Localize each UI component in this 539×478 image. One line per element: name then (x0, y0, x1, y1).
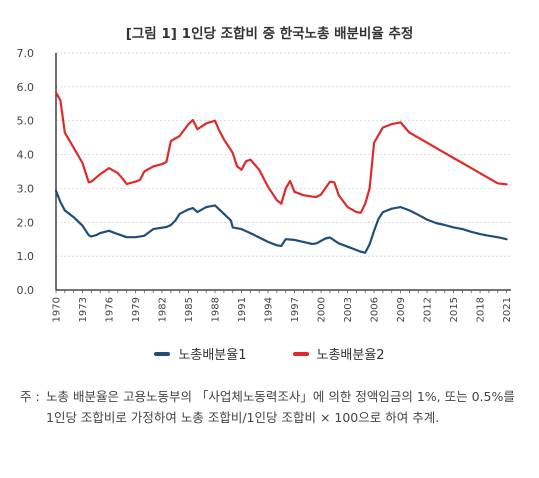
y-tick-label: 3.0 (17, 182, 35, 195)
footnote-text: 노총 배분율은 고용노동부의 「사업체노동력조사」에 의한 정액임금의 1%, … (46, 389, 515, 425)
x-tick-label: 1982 (158, 297, 169, 322)
x-tick-label: 1988 (211, 297, 222, 322)
chart-plot: 0.0 1.0 2.0 3.0 4.0 5.0 6.0 7.0 1970 1973 1976 1979… (17, 47, 514, 322)
x-tick-label: 1994 (264, 297, 275, 322)
legend-label-series-2: 노총배분율2 (316, 348, 385, 363)
chart-legend: 노총배분율1 노총배분율2 (0, 344, 539, 363)
series-line-2 (54, 91, 508, 214)
footnote-label: 주 : (20, 389, 40, 404)
x-tick-label: 1979 (131, 297, 142, 322)
legend-item-series-1: 노총배분율1 (154, 344, 247, 363)
x-tick-label: 1997 (290, 297, 301, 322)
y-tick-label: 2.0 (17, 216, 35, 229)
series-line-1 (54, 189, 508, 254)
y-tick-label: 7.0 (17, 47, 35, 60)
y-tick-label: 6.0 (17, 81, 35, 94)
x-tick-label: 1991 (237, 297, 248, 322)
x-tick-label: 2000 (317, 297, 328, 322)
legend-label-series-1: 노총배분율1 (178, 348, 247, 363)
x-tick-label: 1973 (78, 297, 89, 322)
x-tick-label: 2003 (343, 297, 354, 322)
x-tick-label: 2006 (370, 297, 381, 322)
legend-swatch-series-1 (154, 351, 171, 356)
x-tick-label: 1976 (105, 297, 116, 322)
x-tick-label: 2012 (423, 297, 434, 322)
y-tick-label: 5.0 (17, 115, 35, 128)
y-tick-label: 4.0 (17, 149, 35, 162)
x-tick-label: 2009 (396, 297, 407, 322)
x-tick-label: 1970 (52, 297, 63, 322)
x-tick-label: 2015 (449, 297, 460, 322)
legend-item-series-2: 노총배분율2 (292, 344, 385, 363)
chart-title: [그림 1] 1인당 조합비 중 한국노총 배분비율 추정 (125, 26, 414, 42)
legend-swatch-series-2 (292, 351, 309, 356)
y-tick-label: 0.0 (17, 284, 35, 297)
x-tick-label: 1985 (184, 297, 195, 322)
x-tick-label: 2021 (502, 297, 513, 322)
y-tick-label: 1.0 (17, 250, 35, 263)
x-tick-label: 2018 (476, 297, 487, 322)
